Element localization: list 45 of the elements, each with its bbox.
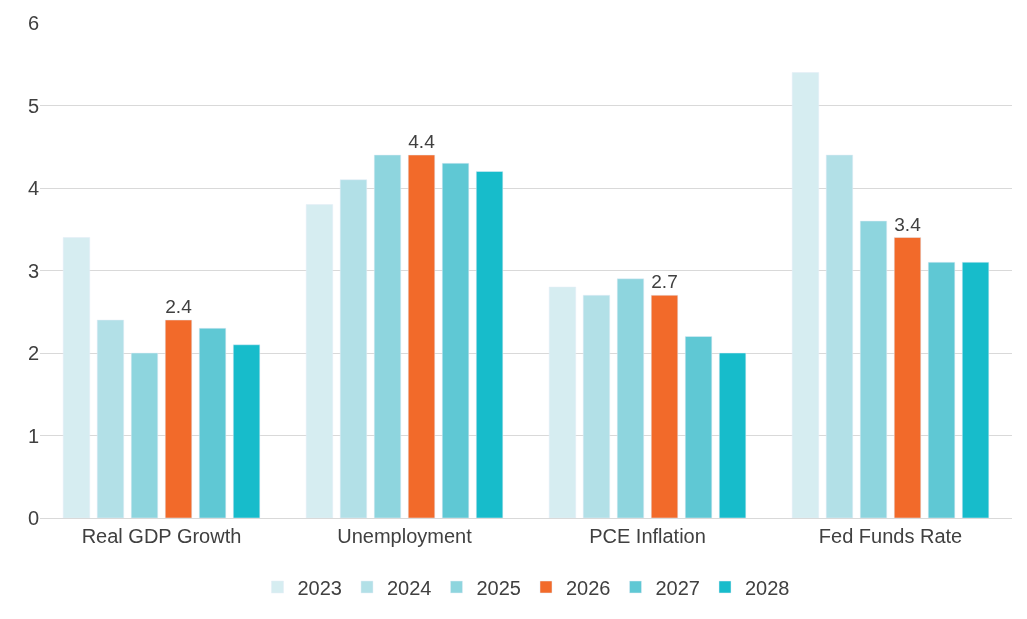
y-tick-label: 4 — [27, 177, 39, 199]
bar — [339, 179, 367, 518]
bar — [928, 262, 956, 518]
bar — [130, 352, 159, 518]
legend-label: 2026 — [566, 576, 611, 599]
bar — [407, 154, 436, 518]
legend-label: 2024 — [387, 576, 432, 599]
x-tick-label: Real GDP Growth — [81, 525, 242, 547]
bar — [582, 295, 610, 518]
bar — [476, 171, 504, 518]
bar — [825, 154, 853, 518]
bar — [199, 328, 227, 518]
y-tick-label: 2 — [27, 342, 39, 364]
bar — [719, 352, 747, 518]
x-tick-label: Unemployment — [337, 525, 473, 547]
bar — [305, 204, 333, 518]
y-tick-label: 5 — [27, 94, 39, 117]
x-tick-label: Fed Funds Rate — [818, 525, 963, 547]
legend-label: 2023 — [297, 576, 342, 599]
bar — [650, 295, 679, 518]
bar — [373, 154, 402, 518]
bar — [164, 319, 193, 518]
data-label: 2.7 — [651, 271, 678, 293]
y-tick-label: 3 — [27, 259, 39, 282]
legend-label: 2027 — [655, 576, 700, 599]
bar — [893, 237, 922, 518]
data-label: 2.4 — [165, 296, 193, 318]
bar — [96, 319, 124, 518]
y-tick-label: 0 — [27, 507, 39, 529]
bar — [859, 220, 888, 518]
legend-label: 2025 — [476, 576, 521, 599]
bar — [548, 286, 576, 518]
bar — [233, 344, 261, 518]
y-tick-label: 1 — [27, 424, 39, 447]
legend-label: 2028 — [745, 576, 790, 599]
bar — [62, 237, 90, 518]
bar — [791, 72, 819, 518]
y-tick-label: 6 — [27, 12, 39, 34]
bar — [685, 336, 713, 518]
data-label: 4.4 — [408, 131, 436, 153]
x-tick-label: PCE Inflation — [589, 525, 706, 547]
bar — [616, 278, 645, 518]
bar — [442, 163, 470, 518]
data-label: 3.4 — [894, 213, 922, 235]
bar — [962, 262, 990, 518]
